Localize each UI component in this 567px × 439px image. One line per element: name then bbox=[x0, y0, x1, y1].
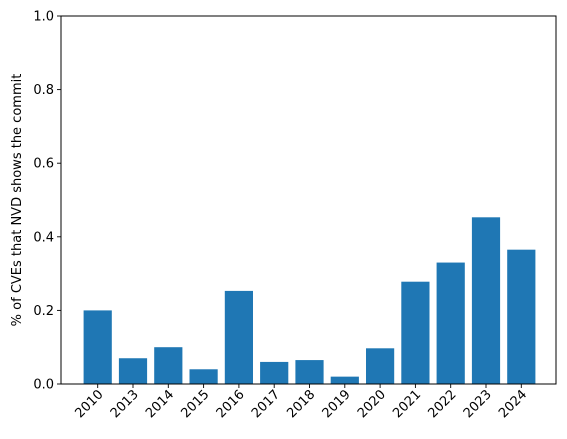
bar-2023 bbox=[471, 217, 501, 384]
bar-2015 bbox=[189, 369, 218, 384]
bar-2014 bbox=[154, 347, 183, 384]
bar-2019 bbox=[330, 376, 359, 384]
bar-2017 bbox=[260, 361, 289, 384]
y-axis: 0.0 0.2 0.4 0.6 0.8 1.0 bbox=[33, 10, 61, 393]
bar-2020 bbox=[366, 348, 395, 384]
x-tick-label-2022: 2022 bbox=[426, 387, 460, 421]
x-tick-label-2014: 2014 bbox=[143, 387, 177, 421]
x-tick-label-2017: 2017 bbox=[249, 387, 283, 421]
x-tick-label-2024: 2024 bbox=[496, 387, 530, 421]
y-tick-label-3: 0.6 bbox=[33, 157, 54, 172]
x-tick-label-2010: 2010 bbox=[73, 387, 107, 421]
plot-frame bbox=[60, 15, 557, 385]
x-tick-label-2015: 2015 bbox=[178, 387, 212, 421]
x-axis: 2010 2013 2014 2015 2016 2017 2018 2019 2020 2021… bbox=[73, 384, 530, 421]
bar-2018 bbox=[295, 360, 324, 384]
y-tick-label-5: 1.0 bbox=[33, 10, 54, 25]
y-axis-label: % of CVEs that NVD shows the commit bbox=[10, 74, 25, 327]
bar-2010 bbox=[83, 310, 112, 384]
x-tick-label-2019: 2019 bbox=[320, 387, 354, 421]
bar-2021 bbox=[401, 281, 430, 384]
y-tick-label-1: 0.2 bbox=[33, 304, 54, 319]
x-tick-label-2023: 2023 bbox=[461, 387, 495, 421]
y-tick-label-4: 0.8 bbox=[33, 83, 54, 98]
bar-2024 bbox=[507, 249, 536, 384]
x-tick-label-2013: 2013 bbox=[108, 387, 142, 421]
bar-2022 bbox=[436, 262, 465, 384]
x-tick-label-2021: 2021 bbox=[390, 387, 424, 421]
x-tick-label-2016: 2016 bbox=[214, 387, 248, 421]
y-tick-label-0: 0.0 bbox=[33, 378, 54, 393]
bar-2016 bbox=[224, 290, 253, 384]
bar-2013 bbox=[118, 358, 148, 384]
y-tick-label-2: 0.4 bbox=[33, 230, 54, 245]
x-tick-label-2018: 2018 bbox=[284, 387, 318, 421]
bars-layer bbox=[83, 217, 536, 384]
x-tick-label-2020: 2020 bbox=[355, 387, 389, 421]
